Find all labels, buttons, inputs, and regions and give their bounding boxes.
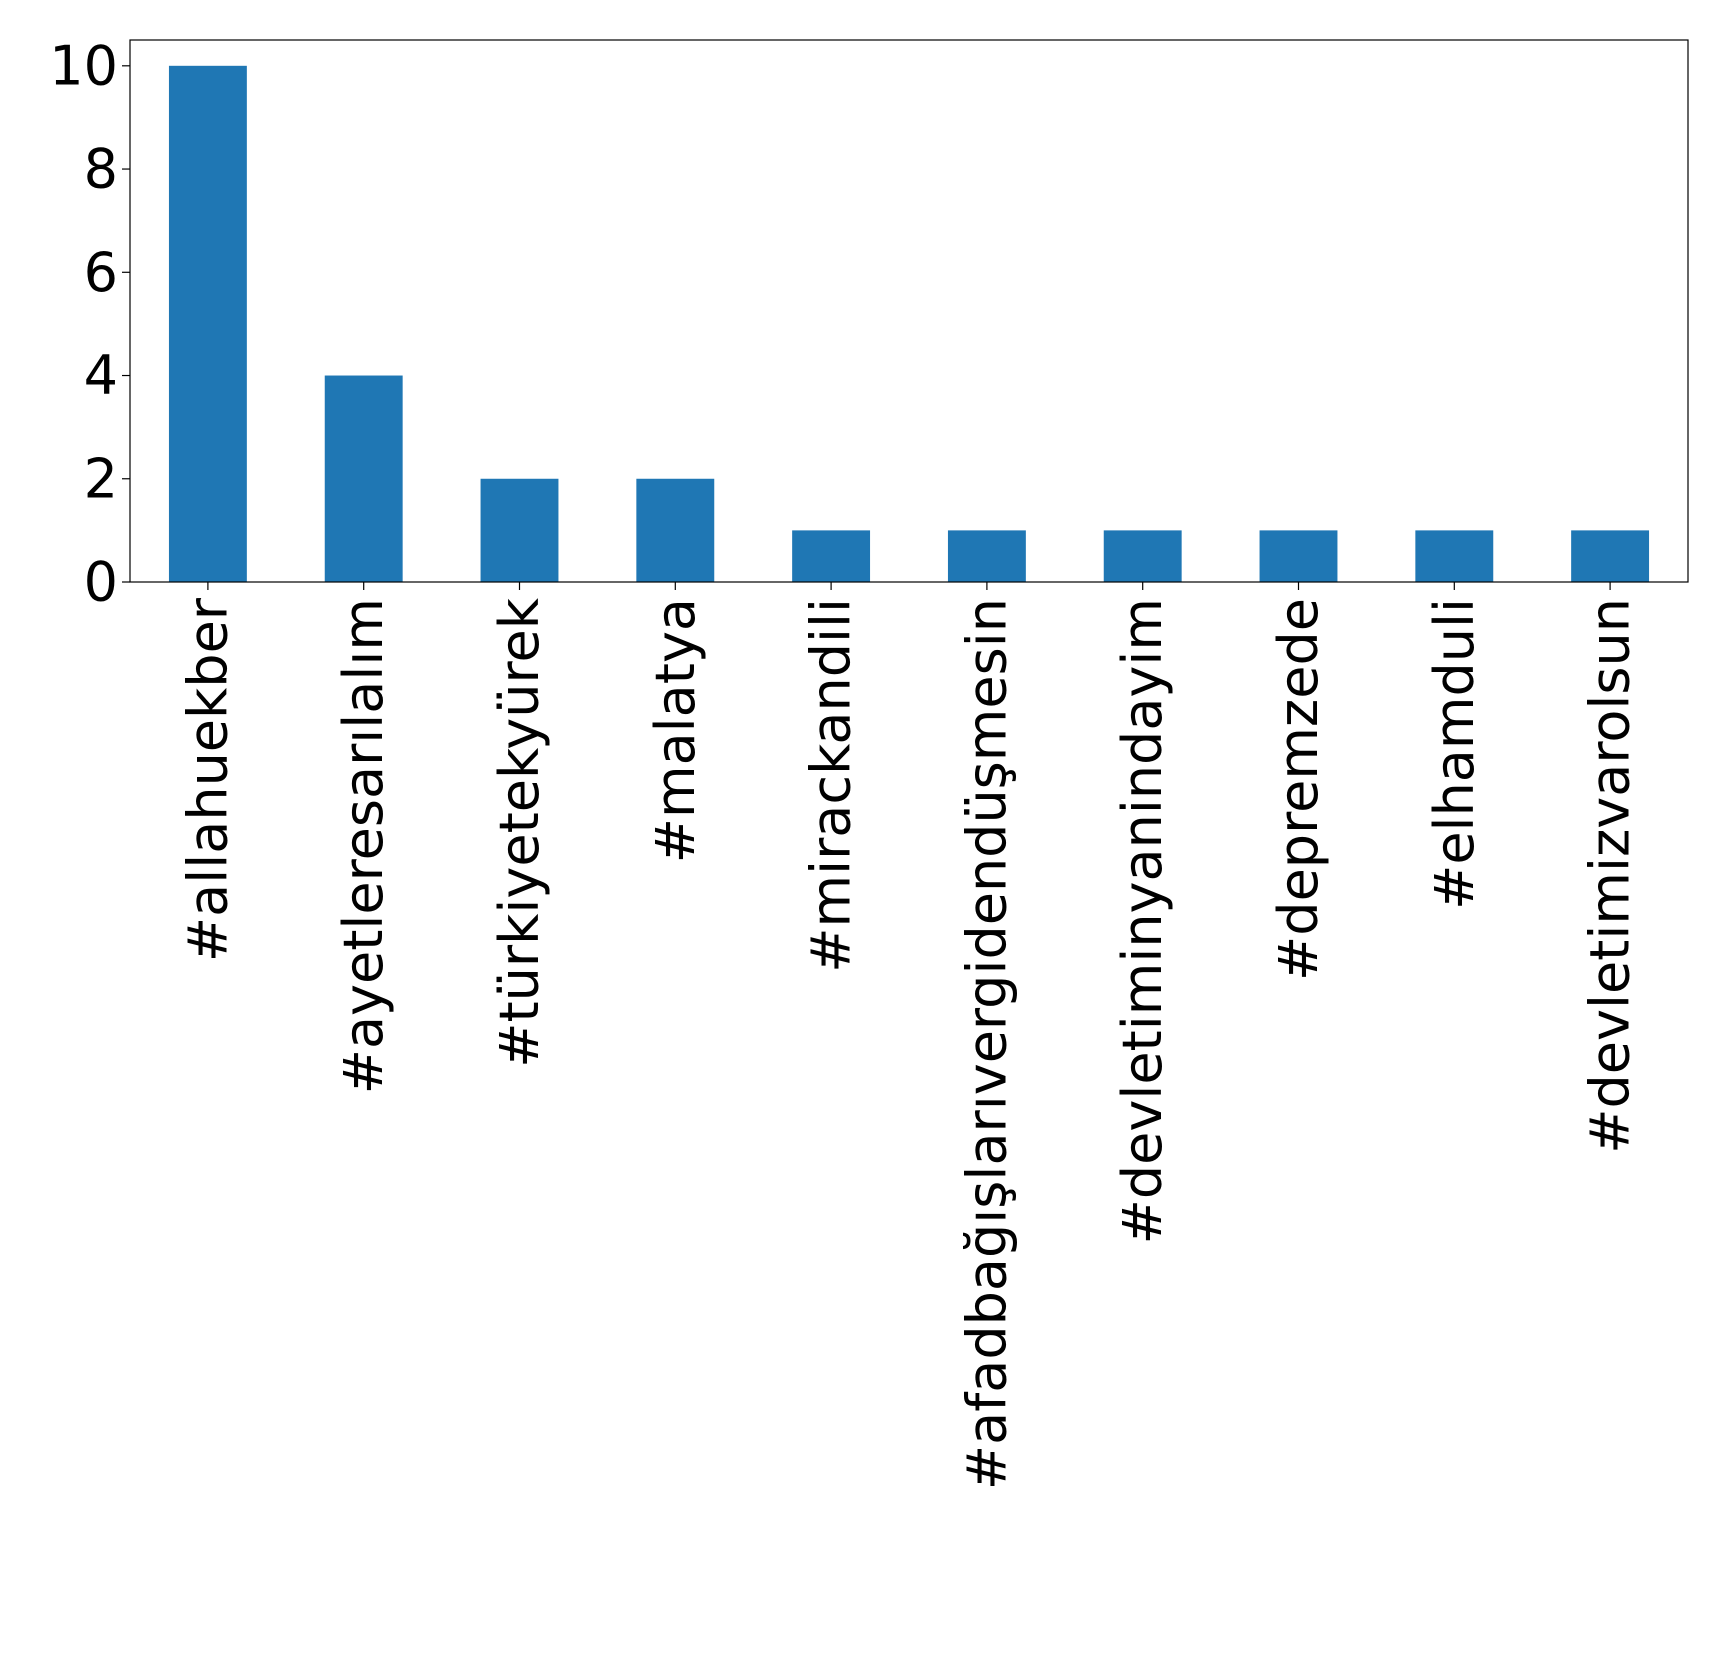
- x-tick-label: #mirackandili: [800, 598, 863, 973]
- bar: [636, 478, 715, 582]
- bar: [947, 530, 1026, 582]
- x-tick-label: #allahuekber: [176, 597, 239, 962]
- x-tick-label: #devletiminyanindayim: [1111, 598, 1174, 1244]
- plot-area-frame: [129, 39, 1689, 583]
- bar: [792, 530, 871, 582]
- x-tick-label: #ayetleresarılalım: [332, 598, 395, 1094]
- bar: [1259, 530, 1338, 582]
- x-axis: #allahuekber #ayetleresarılalım #türkiyete…: [176, 582, 1642, 1490]
- bar: [1415, 530, 1494, 582]
- y-tick-label: 2: [84, 447, 118, 510]
- x-tick-label: #elhamduli: [1423, 598, 1486, 910]
- bar: [168, 65, 247, 583]
- bar: [1571, 530, 1650, 582]
- y-tick-label: 10: [49, 34, 118, 97]
- x-tick-label: #malatya: [644, 598, 707, 863]
- y-tick-label: 0: [84, 551, 118, 614]
- y-tick-label: 6: [84, 241, 118, 304]
- bar: [324, 375, 403, 582]
- bar: [480, 478, 559, 582]
- y-axis: 0 2 4 6 8 10: [49, 34, 130, 614]
- x-tick-label: #türkiyetekyürek: [488, 597, 551, 1067]
- bars-layer: [168, 65, 1650, 583]
- x-tick-label: #afadbağışlarıvergidendüşmesin: [955, 598, 1018, 1490]
- y-tick-label: 4: [84, 344, 118, 407]
- y-tick-label: 8: [84, 138, 118, 201]
- bar: [1103, 530, 1182, 582]
- x-tick-label: #devletimizvarolsun: [1579, 598, 1642, 1154]
- x-tick-label: #depremzede: [1267, 598, 1330, 981]
